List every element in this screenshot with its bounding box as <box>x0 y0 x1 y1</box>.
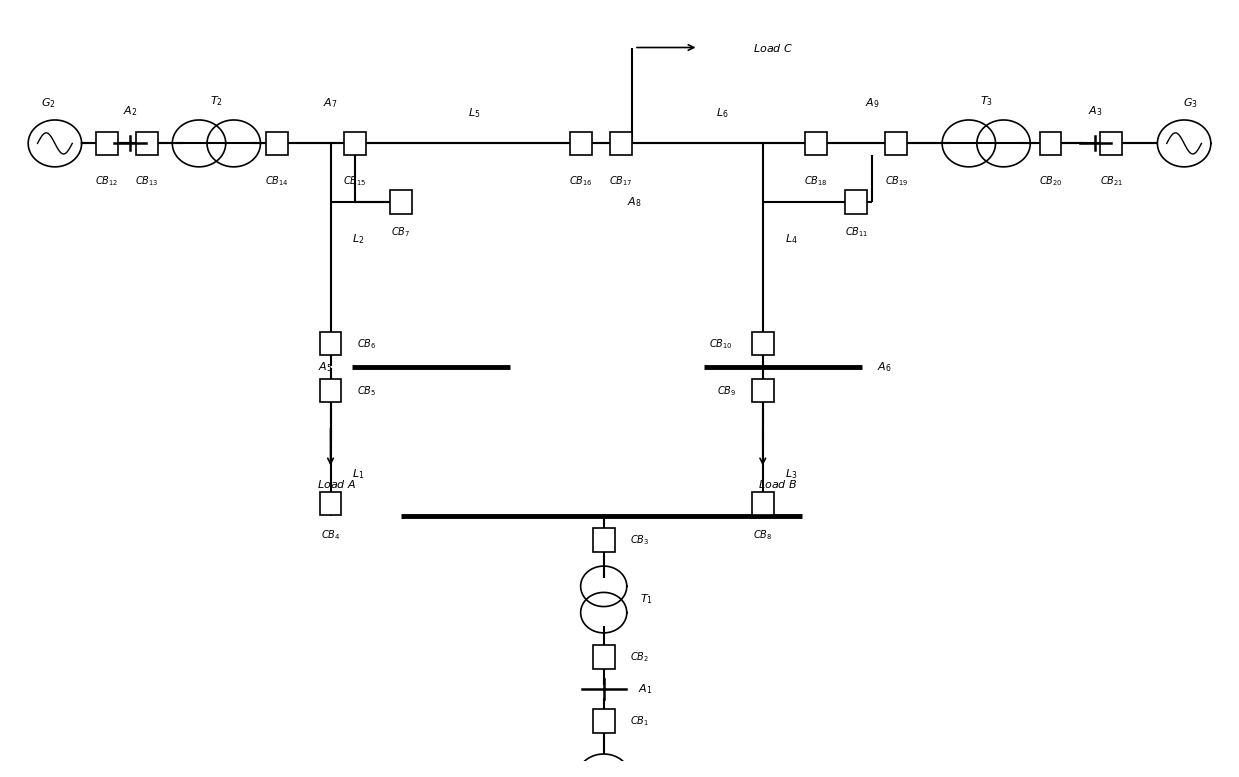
Text: $T_2$: $T_2$ <box>209 94 223 108</box>
Bar <box>845 190 867 214</box>
Text: $CB_{14}$: $CB_{14}$ <box>265 174 289 187</box>
Bar <box>752 492 773 515</box>
Text: $CB_4$: $CB_4$ <box>321 528 341 542</box>
Text: $A_6$: $A_6$ <box>877 361 892 374</box>
Text: $L_2$: $L_2$ <box>352 232 364 246</box>
Text: $CB_{11}$: $CB_{11}$ <box>845 225 869 239</box>
Text: $CB_{19}$: $CB_{19}$ <box>885 174 908 187</box>
Bar <box>266 131 287 155</box>
Text: $A_3$: $A_3$ <box>1088 105 1103 118</box>
Text: $CB_3$: $CB_3$ <box>631 533 649 547</box>
Text: $CB_5$: $CB_5$ <box>357 384 377 398</box>
Bar <box>1040 131 1062 155</box>
Text: $CB_{12}$: $CB_{12}$ <box>95 174 119 187</box>
Bar <box>97 131 118 155</box>
Text: $L_5$: $L_5$ <box>467 106 479 120</box>
Text: $G_3$: $G_3$ <box>1183 96 1198 110</box>
Bar <box>592 646 615 669</box>
Text: $Load\ A$: $Load\ A$ <box>317 479 357 490</box>
Bar <box>570 131 591 155</box>
Bar <box>320 379 342 402</box>
Bar <box>1100 131 1123 155</box>
Text: $CB_{17}$: $CB_{17}$ <box>608 174 632 187</box>
Bar <box>320 492 342 515</box>
Bar <box>320 332 342 355</box>
Bar <box>752 332 773 355</box>
Text: $A_8$: $A_8$ <box>627 195 642 209</box>
Text: $A_5$: $A_5$ <box>318 361 333 374</box>
Text: $L_3$: $L_3$ <box>784 467 797 481</box>
Text: $CB_7$: $CB_7$ <box>392 225 410 239</box>
Text: $CB_8$: $CB_8$ <box>753 528 772 542</box>
Bar <box>344 131 366 155</box>
Text: $T_1$: $T_1$ <box>641 593 653 606</box>
Text: $A_9$: $A_9$ <box>865 96 880 110</box>
Text: $A_7$: $A_7$ <box>323 96 338 110</box>
Text: $CB_6$: $CB_6$ <box>357 337 377 350</box>
Text: $A_1$: $A_1$ <box>638 682 652 696</box>
Text: $A_2$: $A_2$ <box>123 105 138 118</box>
Text: $CB_{15}$: $CB_{15}$ <box>343 174 367 187</box>
Text: $CB_{18}$: $CB_{18}$ <box>804 174 828 187</box>
Text: $CB_1$: $CB_1$ <box>631 714 649 728</box>
Bar <box>390 190 411 214</box>
Bar <box>886 131 907 155</box>
Text: $CB_{13}$: $CB_{13}$ <box>135 174 159 187</box>
Text: $L_4$: $L_4$ <box>784 232 798 246</box>
Bar <box>592 709 615 733</box>
Bar <box>610 131 632 155</box>
Text: $CB_{20}$: $CB_{20}$ <box>1038 174 1062 187</box>
Bar <box>752 379 773 402</box>
Bar <box>805 131 828 155</box>
Text: $L_1$: $L_1$ <box>352 467 364 481</box>
Text: $CB_{10}$: $CB_{10}$ <box>709 337 732 350</box>
Bar <box>136 131 159 155</box>
Text: $CB_2$: $CB_2$ <box>631 650 649 664</box>
Text: $Load\ C$: $Load\ C$ <box>753 41 793 54</box>
Bar <box>592 528 615 552</box>
Text: $CB_{21}$: $CB_{21}$ <box>1099 174 1123 187</box>
Text: $T_3$: $T_3$ <box>980 94 992 108</box>
Text: $L_6$: $L_6$ <box>716 106 729 120</box>
Text: $G_2$: $G_2$ <box>41 96 56 110</box>
Text: $CB_{16}$: $CB_{16}$ <box>569 174 592 187</box>
Text: $Load\ B$: $Load\ B$ <box>757 479 797 490</box>
Text: $CB_9$: $CB_9$ <box>717 384 736 398</box>
